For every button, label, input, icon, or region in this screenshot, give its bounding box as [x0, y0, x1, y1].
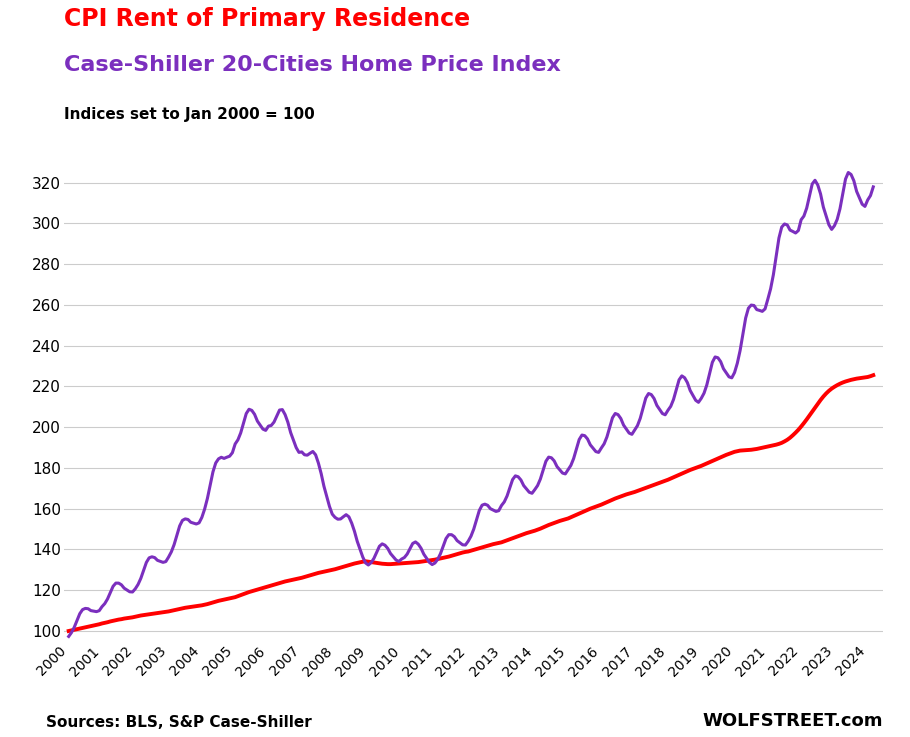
- Text: Sources: BLS, S&P Case-Shiller: Sources: BLS, S&P Case-Shiller: [46, 715, 311, 730]
- Text: Indices set to Jan 2000 = 100: Indices set to Jan 2000 = 100: [64, 107, 315, 122]
- Text: Case-Shiller 20-Cities Home Price Index: Case-Shiller 20-Cities Home Price Index: [64, 55, 561, 75]
- Text: WOLFSTREET.com: WOLFSTREET.com: [703, 712, 883, 730]
- Text: CPI Rent of Primary Residence: CPI Rent of Primary Residence: [64, 7, 470, 32]
